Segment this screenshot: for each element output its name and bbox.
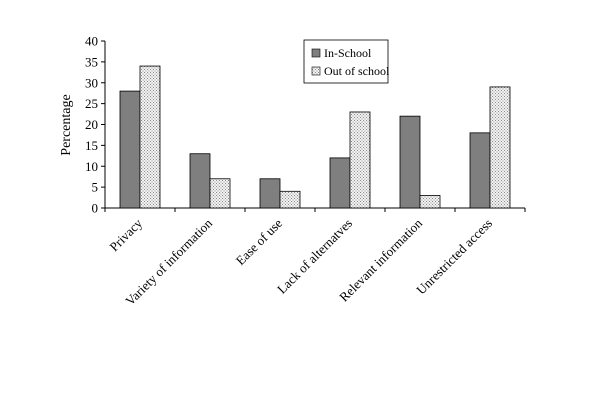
legend-label-out-of-school: Out of school [324, 64, 390, 78]
category-label: Ease of use [233, 215, 286, 268]
y-axis-title: Percentage [59, 94, 74, 155]
category-label: Unrestricted access [413, 216, 495, 298]
bar-out-of-school [139, 65, 161, 209]
category-label: Lack of alternatves [274, 216, 355, 297]
bar-out-of-school [279, 190, 301, 209]
y-tick-label: 25 [85, 96, 98, 111]
legend-swatch-out-of-school [311, 66, 321, 76]
bar-out-of-school [489, 86, 511, 209]
legend: In-School Out of school [303, 39, 390, 84]
bar-in-school [259, 178, 281, 209]
bar-in-school [119, 90, 141, 209]
y-tick-label: 10 [85, 159, 98, 174]
bar-in-school [189, 153, 211, 209]
bar-in-school [329, 157, 351, 209]
y-tick-label: 5 [92, 180, 99, 195]
y-tick-label: 15 [85, 138, 98, 153]
bar-out-of-school [209, 178, 231, 209]
legend-swatch-in-school [311, 48, 321, 58]
y-tick-label: 0 [92, 201, 99, 216]
bar-in-school [469, 132, 491, 209]
bar-in-school [399, 115, 421, 209]
legend-box [303, 39, 389, 84]
bar-out-of-school [419, 195, 441, 209]
bar-out-of-school [349, 111, 371, 209]
y-tick-label: 30 [85, 75, 98, 90]
legend-label-in-school: In-School [324, 46, 372, 60]
y-tick-label: 20 [85, 117, 98, 132]
y-ticks: 0 5 10 15 20 25 30 35 40 [85, 34, 105, 216]
category-label: Privacy [106, 215, 145, 254]
bars [119, 65, 511, 209]
y-tick-label: 40 [85, 34, 98, 49]
y-tick-label: 35 [85, 54, 98, 69]
